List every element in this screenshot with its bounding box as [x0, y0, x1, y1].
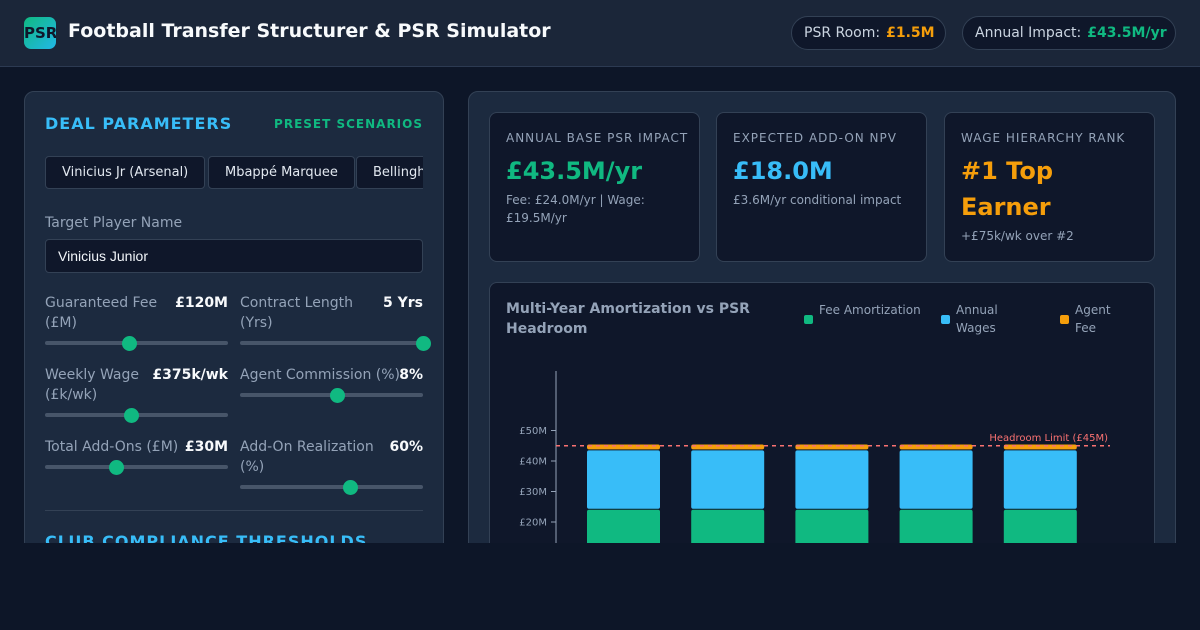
agent-commission-label: Agent Commission (%) [240, 367, 400, 383]
y-axis-tick-label: £20M [519, 518, 547, 529]
param-guaranteed-fee: Guaranteed Fee (£M) £120M [45, 293, 228, 353]
stat-card-base-impact: ANNUAL BASE PSR IMPACT £43.5M/yr Fee: £2… [489, 112, 700, 262]
guaranteed-fee-value: £120M [175, 295, 228, 311]
deal-parameters-panel: DEAL PARAMETERS PRESET SCENARIOS Viniciu… [24, 91, 444, 543]
addon-realization-value: 60% [389, 439, 423, 455]
total-addons-slider[interactable] [45, 460, 228, 475]
compliance-thresholds-title: CLUB COMPLIANCE THRESHOLDS [45, 532, 368, 543]
param-weekly-wage: Weekly Wage (£k/wk) £375k/wk [45, 365, 228, 425]
bar-segment-annual-wages [587, 450, 660, 509]
slider-thumb[interactable] [342, 480, 358, 495]
stat-value: £18.0M [733, 157, 833, 185]
stat-sub: £3.6M/yr conditional impact [733, 193, 902, 207]
bar-segment-annual-wages [691, 450, 765, 509]
player-name-label: Target Player Name [45, 215, 183, 231]
chart-title: Multi-Year Amortization vs PSR Headroom [506, 301, 750, 337]
slider-track [45, 465, 228, 469]
legend-swatch [804, 315, 813, 324]
player-name-input[interactable] [45, 239, 423, 273]
total-addons-label: Total Add-Ons (£M) [45, 439, 179, 455]
legend-text: Annual Wages [956, 303, 998, 335]
addon-realization-label: Add-On Realization (%) [240, 439, 374, 475]
annual-impact-value: £43.5M/yr [1087, 25, 1167, 41]
weekly-wage-value: £375k/wk [152, 367, 228, 383]
bar-segment-fee-amortization [899, 509, 973, 543]
legend-swatch [941, 315, 950, 324]
bar-segment-fee-amortization [795, 509, 869, 543]
slider-thumb[interactable] [124, 408, 139, 423]
weekly-wage-label: Weekly Wage (£k/wk) [45, 367, 140, 403]
stat-sub: +£75k/wk over #2 [961, 229, 1074, 243]
preset-bellingham-button[interactable]: Bellingham [356, 156, 423, 189]
bar-segment-fee-amortization [587, 509, 660, 543]
param-addon-realization: Add-On Realization (%) 60% [240, 437, 423, 497]
headroom-limit-label: Headroom Limit (£45M) [989, 433, 1108, 444]
weekly-wage-slider[interactable] [45, 408, 228, 423]
stat-card-wage-rank: WAGE HIERARCHY RANK #1 Top Earner +£75k/… [944, 112, 1155, 262]
annual-impact-pill: Annual Impact: £43.5M/yr [962, 16, 1176, 50]
results-panel: ANNUAL BASE PSR IMPACT £43.5M/yr Fee: £2… [468, 91, 1176, 543]
agent-commission-slider[interactable] [240, 388, 423, 403]
stat-value: £43.5M/yr [506, 157, 643, 185]
bar-segment-annual-wages [1003, 450, 1077, 509]
psr-room-pill: PSR Room: £1.5M [791, 16, 946, 50]
total-addons-value: £30M [184, 439, 228, 455]
slider-thumb[interactable] [122, 336, 138, 351]
slider-track [240, 341, 423, 345]
section-divider [45, 510, 423, 511]
legend-text: Agent Fee [1075, 303, 1111, 335]
stat-label: EXPECTED ADD-ON NPV [733, 131, 897, 145]
slider-track [240, 485, 423, 489]
deal-parameters-title: DEAL PARAMETERS [45, 114, 233, 133]
stat-value: #1 Top Earner [961, 157, 1054, 221]
bar-segment-fee-amortization [1003, 509, 1077, 543]
main-content: DEAL PARAMETERS PRESET SCENARIOS Viniciu… [0, 67, 1200, 543]
bar-segment-annual-wages [795, 450, 869, 509]
legend-text: Fee Amortization [819, 303, 921, 317]
psr-room-value: £1.5M [886, 25, 935, 41]
stat-label: ANNUAL BASE PSR IMPACT [506, 131, 689, 145]
bar-segment-annual-wages [899, 450, 973, 509]
agent-commission-value: 8% [399, 367, 423, 383]
y-axis-tick-label: £30M [519, 487, 547, 498]
y-axis-tick-label: £50M [519, 426, 547, 437]
param-contract-length: Contract Length (Yrs) 5 Yrs [240, 293, 431, 353]
guaranteed-fee-label: Guaranteed Fee (£M) [45, 295, 158, 331]
stat-label: WAGE HIERARCHY RANK [961, 131, 1126, 145]
app-header: PSR Football Transfer Structurer & PSR S… [0, 0, 1200, 67]
preset-scenarios-row[interactable]: Vinicius Jr (Arsenal) Mbappé Marquee Bel… [45, 156, 423, 190]
preset-vinicius-button[interactable]: Vinicius Jr (Arsenal) [45, 156, 206, 189]
preset-scenarios-link[interactable]: PRESET SCENARIOS [274, 117, 423, 131]
param-total-addons: Total Add-Ons (£M) £30M [45, 437, 228, 497]
slider-thumb[interactable] [109, 460, 125, 475]
amortization-chart-card: Multi-Year Amortization vs PSR Headroom … [489, 282, 1155, 543]
app-logo: PSR [24, 17, 56, 49]
app-title: Football Transfer Structurer & PSR Simul… [68, 20, 551, 42]
contract-length-value: 5 Yrs [383, 295, 423, 311]
guaranteed-fee-slider[interactable] [45, 336, 228, 351]
stat-sub: Fee: £24.0M/yr | Wage: £19.5M/yr [506, 193, 645, 225]
stat-card-addon-npv: EXPECTED ADD-ON NPV £18.0M £3.6M/yr cond… [716, 112, 927, 262]
bar-segment-fee-amortization [691, 509, 765, 543]
param-agent-commission: Agent Commission (%) 8% [240, 365, 423, 425]
slider-thumb[interactable] [416, 336, 431, 351]
annual-impact-label: Annual Impact: [975, 25, 1082, 41]
psr-room-label: PSR Room: [804, 25, 881, 41]
y-axis-tick-label: £40M [519, 457, 547, 468]
contract-length-slider[interactable] [240, 336, 431, 351]
legend-swatch [1060, 315, 1069, 324]
contract-length-label: Contract Length (Yrs) [240, 295, 353, 331]
preset-mbappe-button[interactable]: Mbappé Marquee [208, 156, 355, 189]
addon-realization-slider[interactable] [240, 480, 423, 495]
slider-thumb[interactable] [329, 388, 345, 403]
